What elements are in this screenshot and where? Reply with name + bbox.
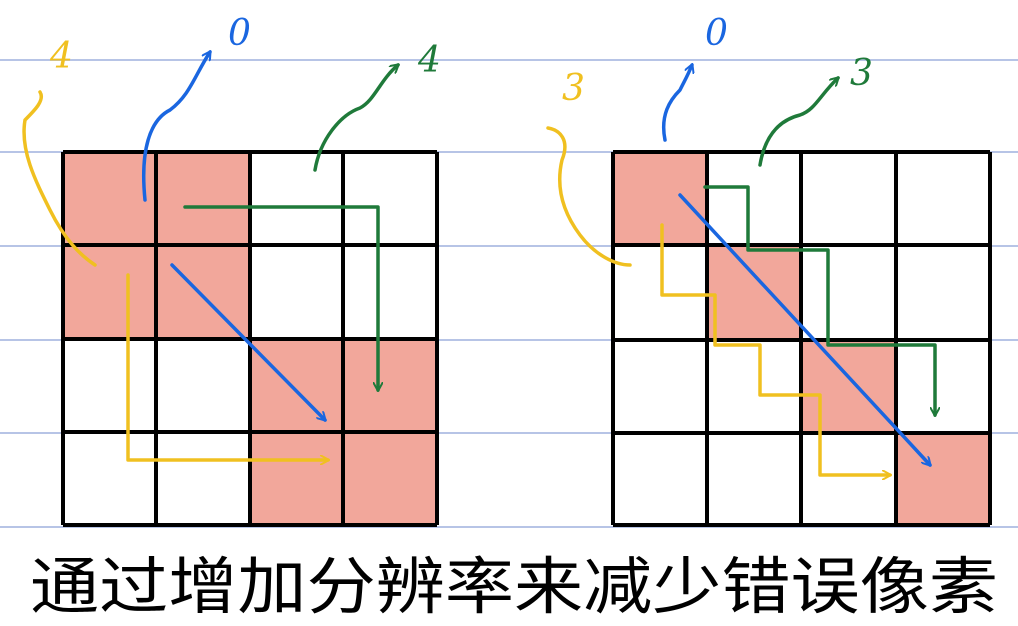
blue-label: 0 [705, 13, 728, 54]
right-grid: 3 0 3 [546, 13, 992, 527]
yellow-label: 3 [562, 68, 585, 109]
blue-label: 0 [228, 13, 251, 54]
caption: 通过增加分辨率来减少错误像素 [30, 550, 998, 623]
left-grid: 4 0 4 [22, 13, 441, 527]
green-label: 3 [850, 53, 873, 94]
green-label: 4 [417, 40, 441, 81]
yellow-label: 4 [49, 36, 73, 77]
